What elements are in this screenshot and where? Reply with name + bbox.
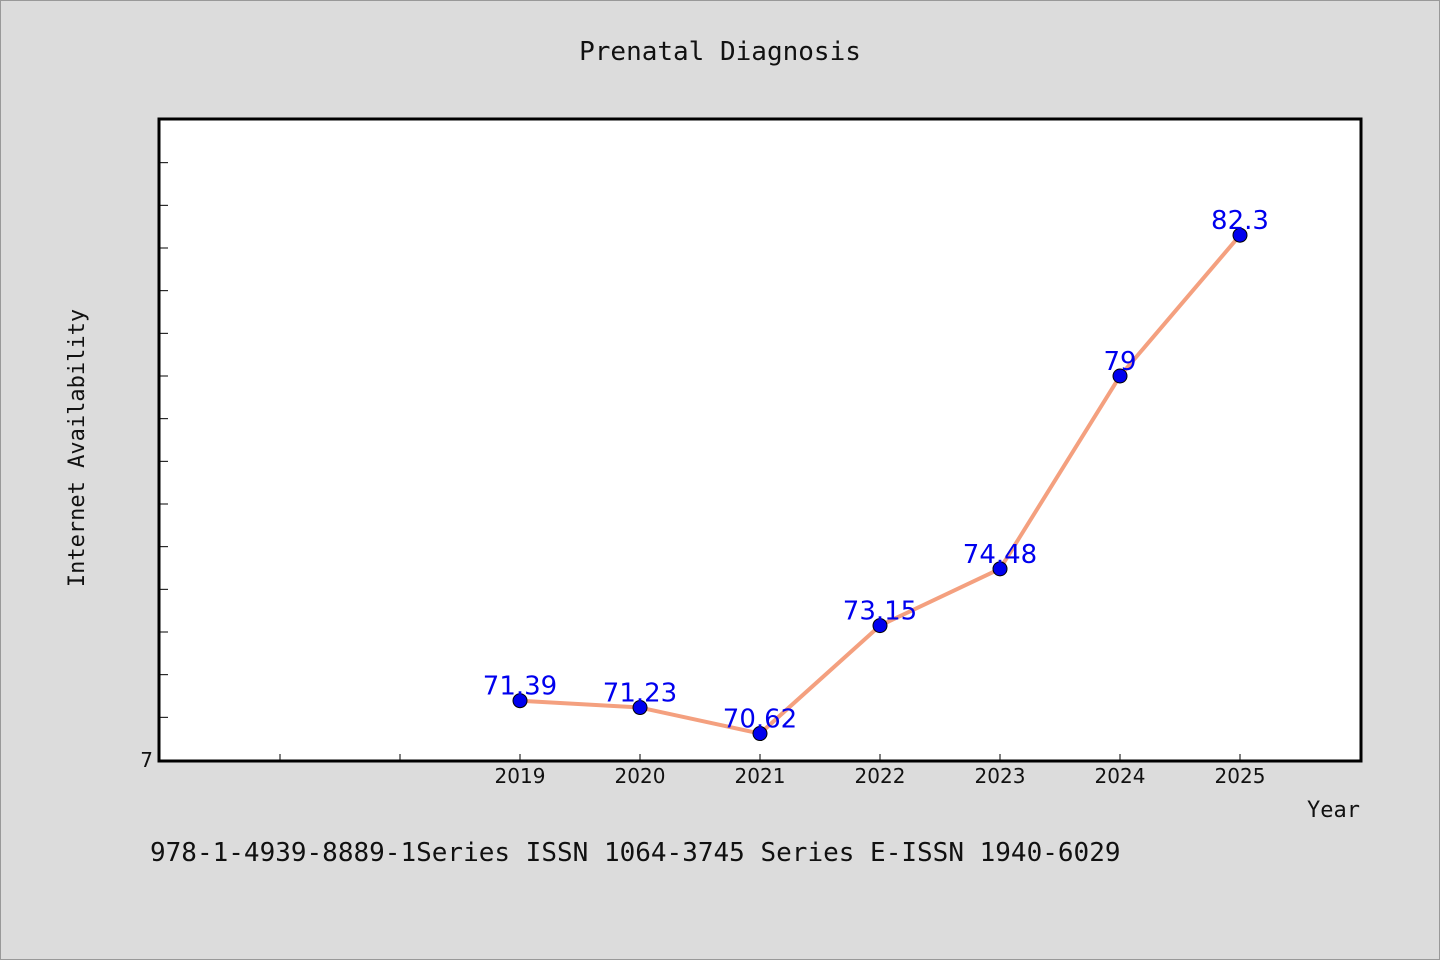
plot-area: [157, 117, 1363, 763]
y-tick-label: 7: [140, 748, 153, 772]
data-point: [872, 618, 888, 634]
x-tick-label: 2025: [1215, 764, 1266, 788]
data-labels: 71.39 71.23 70.62 73.15 74.48 79 82.3: [483, 206, 1269, 734]
x-tick-labels: 2019 2020 2021 2022 2023 2024 2025: [495, 764, 1266, 788]
x-tick-label: 2024: [1095, 764, 1146, 788]
data-point: [1112, 368, 1128, 384]
y-axis-ticks: [160, 162, 168, 718]
data-point: [752, 726, 768, 742]
data-label: 73.15: [843, 597, 917, 627]
x-tick-label: 2020: [615, 764, 666, 788]
x-axis-label: Year: [1307, 798, 1360, 823]
x-tick-label: 2022: [855, 764, 906, 788]
data-label: 70.62: [723, 705, 797, 735]
data-point: [632, 700, 648, 716]
footer-note: 978-1-4939-8889-1Series ISSN 1064-3745 S…: [150, 838, 1121, 868]
data-label: 71.39: [483, 672, 557, 702]
x-tick-label: 2023: [975, 764, 1026, 788]
x-axis-ticks: [279, 754, 1241, 760]
x-tick-label: 2021: [735, 764, 786, 788]
data-point: [992, 561, 1008, 577]
data-points: [512, 227, 1248, 742]
data-label: 82.3: [1211, 206, 1269, 236]
data-point: [512, 693, 528, 709]
data-label: 71.23: [603, 679, 677, 709]
x-tick-label: 2019: [495, 764, 546, 788]
chart-title: Prenatal Diagnosis: [579, 37, 861, 67]
data-label: 79: [1103, 347, 1136, 377]
data-point: [1232, 227, 1248, 243]
data-label: 74.48: [963, 540, 1037, 570]
y-axis-label: Internet Availability: [65, 309, 90, 587]
